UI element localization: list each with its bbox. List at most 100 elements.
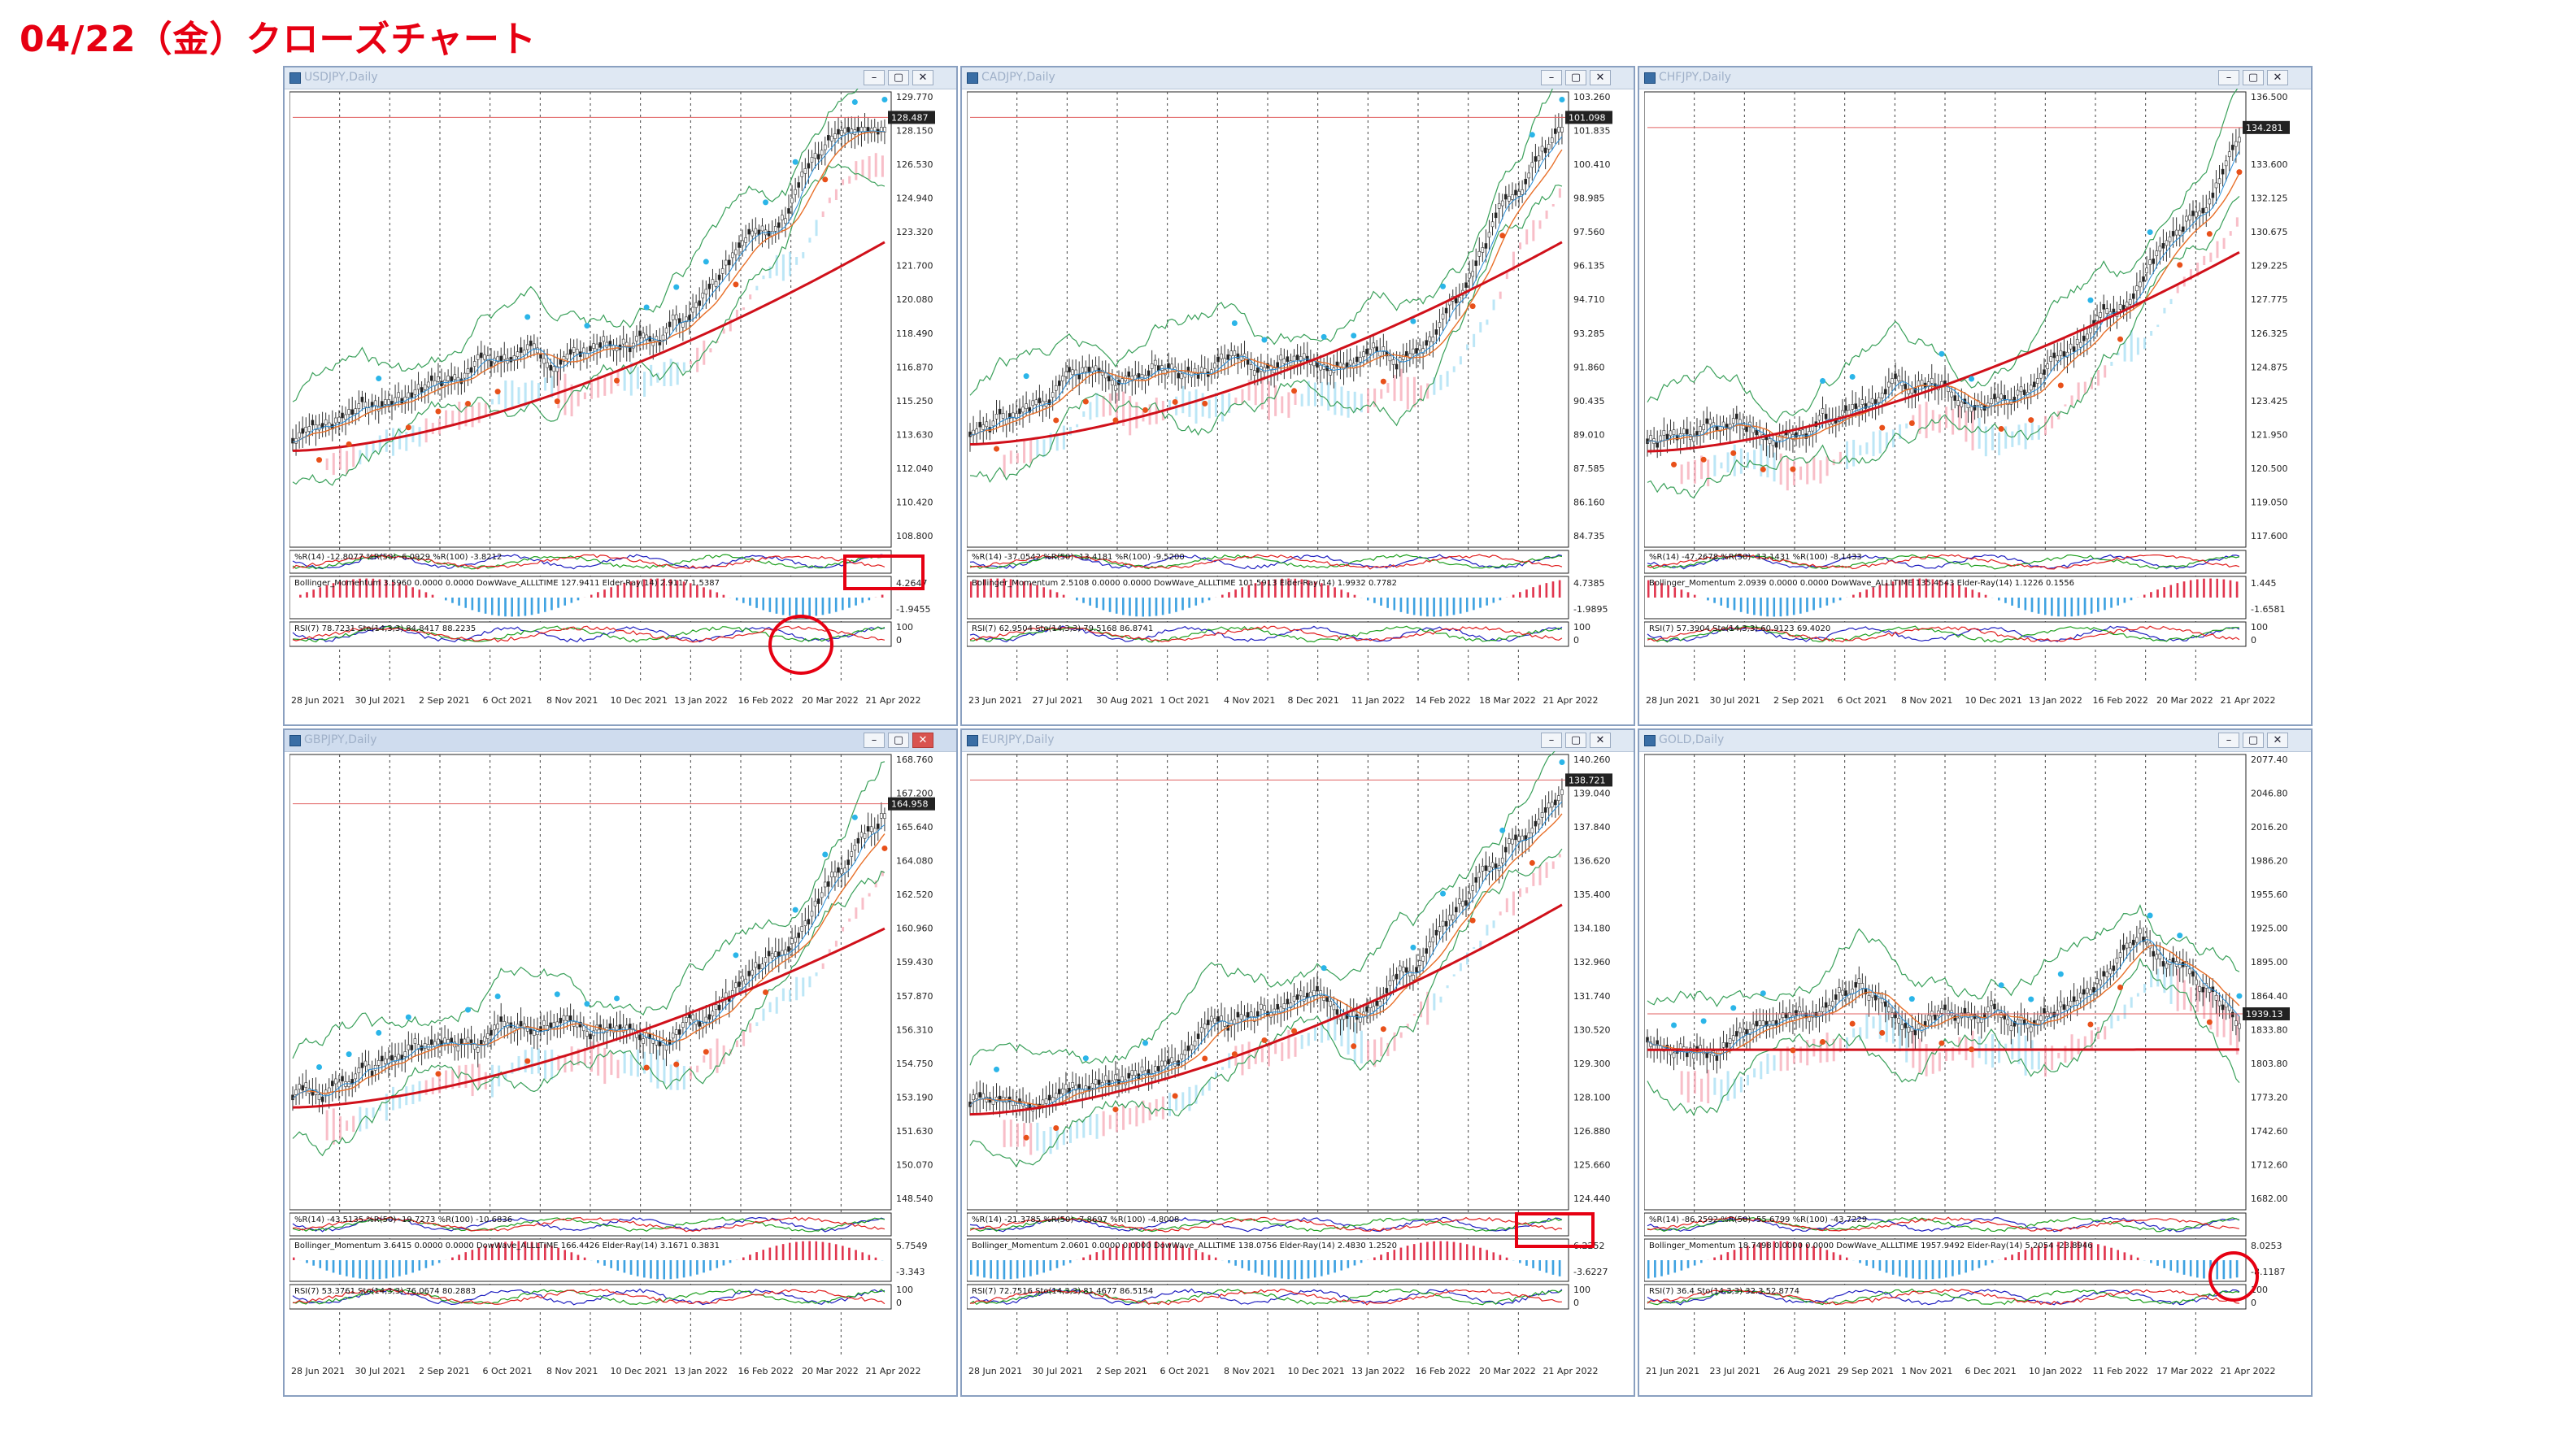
minimize-icon[interactable]: – [1541, 733, 1562, 748]
candle [490, 1029, 493, 1036]
momentum-bar [325, 585, 329, 598]
candle [416, 1044, 420, 1050]
maximize-icon[interactable]: ▢ [2243, 733, 2264, 748]
candle [1715, 1055, 1719, 1061]
momentum-bar [1016, 580, 1019, 598]
momentum-bar [2064, 598, 2066, 617]
ichimoku-cloud-bar [749, 294, 752, 300]
candle [1094, 1079, 1098, 1085]
chart-window-gold[interactable]: GOLD,Daily–▢✕GOLD,Daily 1951.22 1955.52 … [1638, 728, 2313, 1397]
ichimoku-cloud-bar [2051, 415, 2054, 428]
current-price-label: 128.487 [891, 112, 929, 123]
signal-dot [1469, 917, 1476, 924]
maximize-icon[interactable]: ▢ [1565, 70, 1586, 85]
maximize-icon[interactable]: ▢ [1565, 733, 1586, 748]
candle [575, 1021, 579, 1028]
momentum-bar [1925, 1260, 1928, 1280]
ichimoku-cloud-bar [709, 1048, 712, 1070]
price-axis-label: 112.040 [896, 463, 933, 474]
chart-window-gbpjpy[interactable]: GBPJPY,Daily–▢✕GBPJPY,Daily 167.218 167.… [283, 728, 958, 1397]
momentum-bar [1148, 598, 1151, 617]
maximize-icon[interactable]: ▢ [2243, 70, 2264, 85]
candle [1484, 865, 1488, 872]
signal-dot [851, 99, 858, 106]
chart-window-usdjpy[interactable]: USDJPY,Daily–▢✕USDJPY,Daily 128.332 129.… [283, 66, 958, 726]
chart-window-eurjpy[interactable]: EURJPY,Daily–▢✕EURJPY,Daily 139.029 139.… [960, 728, 1635, 1397]
signal-dot [2147, 912, 2153, 919]
candle [1758, 1020, 1762, 1026]
candle [549, 365, 553, 371]
price-chart[interactable]: %R(14) -43.5135 %R(50) -19.7273 %R(100) … [289, 751, 955, 1379]
window-titlebar[interactable]: GOLD,Daily – ▢ ✕ [1639, 730, 2311, 752]
ichimoku-cloud-bar [1420, 1001, 1423, 1018]
ichimoku-cloud-bar [2110, 362, 2113, 366]
close-icon[interactable]: ✕ [2267, 70, 2288, 85]
window-titlebar[interactable]: USDJPY,Daily – ▢ ✕ [285, 67, 956, 89]
candle [2049, 356, 2052, 362]
momentum-bar [1693, 1260, 1696, 1266]
candle [1077, 1084, 1081, 1089]
candle [1054, 385, 1058, 391]
candle [446, 1039, 450, 1045]
close-icon[interactable]: ✕ [1590, 733, 1611, 748]
window-titlebar[interactable]: GBPJPY,Daily – ▢ ✕ [285, 730, 956, 752]
window-titlebar[interactable]: EURJPY,Daily – ▢ ✕ [962, 730, 1634, 752]
price-chart[interactable]: %R(14) -47.2678 %R(50) -13.1431 %R(100) … [1644, 89, 2309, 708]
ichimoku-cloud-bar [1327, 382, 1330, 411]
bollinger-upper [292, 89, 859, 402]
minimize-icon[interactable]: – [1541, 70, 1562, 85]
signal-dot [1380, 378, 1386, 385]
current-price-tag [1565, 111, 1612, 124]
ichimoku-cloud-bar [1287, 1029, 1290, 1059]
signal-dot [1939, 1040, 1945, 1046]
maximize-icon[interactable]: ▢ [888, 70, 909, 85]
price-chart[interactable]: %R(14) -21.3785 %R(50) -7.8697 %R(100) -… [967, 751, 1632, 1379]
window-titlebar[interactable]: CHFJPY,Daily – ▢ ✕ [1639, 67, 2311, 89]
maximize-icon[interactable]: ▢ [888, 733, 909, 748]
momentum-bar [1347, 592, 1350, 598]
momentum-bar [656, 578, 659, 598]
candle [499, 1016, 503, 1022]
momentum-bar [1726, 1252, 1730, 1260]
indicator-line [292, 1216, 886, 1233]
date-axis-label: 8 Nov 2021 [546, 1366, 598, 1376]
close-icon[interactable]: ✕ [1590, 70, 1611, 85]
candle [1447, 915, 1451, 921]
ichimoku-cloud-bar [808, 237, 812, 243]
minimize-icon[interactable]: – [2218, 70, 2239, 85]
ichimoku-cloud-bar [1899, 424, 1902, 439]
momentum-bar [1274, 1260, 1277, 1278]
close-icon[interactable]: ✕ [912, 70, 933, 85]
momentum-bar [2216, 578, 2218, 598]
ichimoku-cloud-bar [855, 907, 858, 919]
price-chart[interactable]: %R(14) -12.8077 %R(50) -6.0929 %R(100) -… [289, 89, 955, 708]
candle [1412, 348, 1415, 354]
candle [1425, 948, 1429, 954]
ichimoku-cloud-bar [1891, 1015, 1895, 1044]
chart-window-chfjpy[interactable]: CHFJPY,Daily–▢✕CHFJPY,Daily 134.581 134.… [1638, 66, 2313, 726]
date-axis-label: 30 Jul 2021 [355, 1366, 405, 1376]
date-axis-label: 29 Sep 2021 [1837, 1366, 1894, 1376]
ichimoku-cloud-bar [2077, 1038, 2080, 1054]
momentum-bar [1952, 1260, 1954, 1276]
price-axis-label: 133.600 [2251, 159, 2288, 170]
ichimoku-cloud-bar [477, 402, 481, 424]
price-chart[interactable]: %R(14) -86.2592 %R(50) -55.6799 %R(100) … [1644, 751, 2309, 1379]
momentum-bar [2017, 1252, 2020, 1260]
minimize-icon[interactable]: – [864, 733, 885, 748]
ichimoku-cloud-bar [451, 1069, 455, 1089]
window-titlebar[interactable]: CADJPY,Daily – ▢ ✕ [962, 67, 1634, 89]
candle [1841, 989, 1844, 996]
candle [767, 230, 771, 237]
price-axis-label: 2046.80 [2251, 789, 2288, 799]
candle [294, 1089, 298, 1095]
minimize-icon[interactable]: – [2218, 733, 2239, 748]
chart-window-cadjpy[interactable]: CADJPY,Daily–▢✕CADJPY,Daily 101.967 102.… [960, 66, 1635, 726]
momentum-bar [603, 589, 606, 598]
price-chart[interactable]: %R(14) -37.0542 %R(50) -13.4181 %R(100) … [967, 89, 1632, 708]
close-icon[interactable]: ✕ [912, 733, 933, 748]
close-icon[interactable]: ✕ [2267, 733, 2288, 748]
minimize-icon[interactable]: – [864, 70, 885, 85]
candle [1821, 408, 1825, 414]
candle [486, 355, 490, 362]
